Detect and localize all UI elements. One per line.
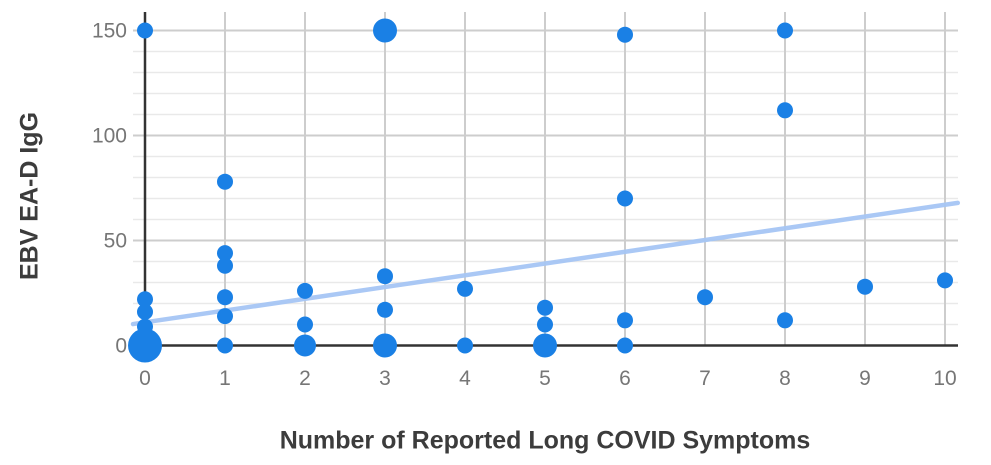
data-point[interactable] [297, 282, 313, 299]
data-point[interactable] [777, 22, 793, 39]
data-point[interactable] [377, 301, 393, 318]
data-point[interactable] [617, 26, 633, 43]
data-point[interactable] [617, 312, 633, 329]
data-point[interactable] [533, 333, 557, 358]
data-point[interactable] [217, 289, 233, 306]
data-point[interactable] [697, 289, 713, 306]
data-point[interactable] [373, 18, 397, 43]
data-point[interactable] [217, 173, 233, 190]
data-point[interactable] [137, 22, 153, 39]
data-point[interactable] [937, 272, 953, 289]
data-point[interactable] [373, 333, 397, 358]
data-point[interactable] [777, 102, 793, 119]
data-point[interactable] [377, 268, 393, 285]
data-point[interactable] [297, 316, 313, 333]
y-axis-title: EBV EA-D IgG [15, 111, 44, 281]
x-tick-label: 0 [139, 367, 151, 390]
data-point[interactable] [137, 291, 153, 308]
data-point[interactable] [128, 328, 162, 363]
x-tick-label: 4 [459, 367, 471, 390]
data-point[interactable] [217, 337, 233, 354]
data-point[interactable] [217, 257, 233, 274]
data-point[interactable] [217, 308, 233, 325]
y-tick-label: 100 [92, 125, 127, 148]
x-tick-label: 10 [933, 367, 956, 390]
x-tick-label: 3 [379, 367, 391, 390]
data-point[interactable] [294, 334, 316, 357]
x-tick-label: 2 [299, 367, 311, 390]
trendline [130, 200, 961, 327]
x-tick-label: 1 [219, 367, 231, 390]
x-tick-label: 9 [859, 367, 871, 390]
data-point[interactable] [777, 312, 793, 329]
data-point[interactable] [617, 190, 633, 207]
data-point[interactable] [857, 278, 873, 295]
y-tick-label: 150 [92, 20, 127, 43]
x-tick-label: 6 [619, 367, 631, 390]
x-axis-title: Number of Reported Long COVID Symptoms [279, 426, 811, 455]
data-point[interactable] [457, 337, 473, 354]
data-point[interactable] [537, 299, 553, 316]
data-point[interactable] [617, 337, 633, 354]
x-tick-label: 7 [699, 367, 711, 390]
y-tick-label: 0 [115, 335, 127, 358]
data-point[interactable] [537, 316, 553, 333]
x-tick-label: 5 [539, 367, 551, 390]
data-point[interactable] [217, 245, 233, 262]
data-point[interactable] [137, 303, 153, 320]
y-tick-label: 50 [104, 230, 127, 253]
data-point[interactable] [457, 280, 473, 297]
x-tick-label: 8 [779, 367, 791, 390]
